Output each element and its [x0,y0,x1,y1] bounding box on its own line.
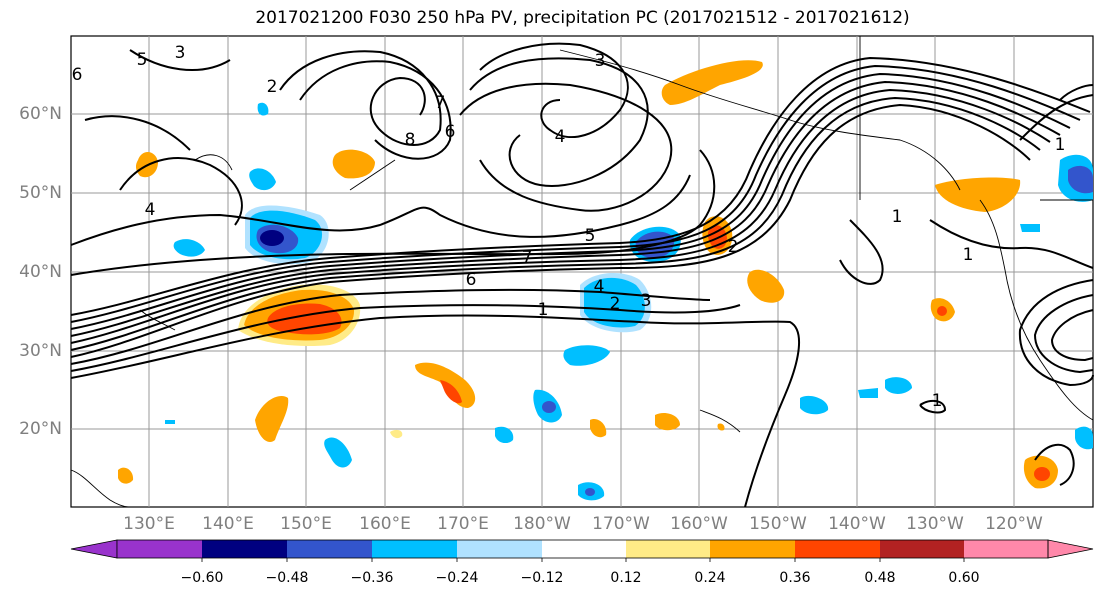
contour-label: 4 [594,277,605,297]
contour-label: 2 [610,294,621,314]
coastlines [70,36,1094,508]
contour-label: 1 [963,245,974,265]
pv-contours [70,42,1094,508]
lon-label: 160°W [670,514,728,534]
lon-label: 170°W [592,514,650,534]
contour-label: 7 [522,248,533,268]
contour-label: 7 [435,93,446,113]
contour-label: 2 [728,237,739,257]
lon-label: 140°W [828,514,886,534]
lat-label: 60°N [19,104,62,124]
lon-label: 150°E [280,514,332,534]
colorbar-tick-label: 0.24 [694,570,726,586]
lon-label: 160°E [359,514,411,534]
contour-label: 4 [145,200,156,220]
colorbar-tick-label: −0.60 [180,570,224,586]
lat-label: 30°N [19,341,62,361]
lat-label: 40°N [19,262,62,282]
contour-label: 3 [641,291,652,311]
colorbar-tick-label: 0.48 [864,570,896,586]
lon-label: 150°W [749,514,807,534]
colorbar-tick-label: 0.12 [610,570,642,586]
colorbar-tick-label: −0.24 [435,570,479,586]
colorbar-tick-label: −0.36 [350,570,394,586]
lon-label: 120°W [985,514,1043,534]
contour-label: 1 [932,391,943,411]
lon-label: 130°W [906,514,964,534]
contour-label: 8 [405,130,416,150]
contour-label: 1 [892,207,903,227]
colorbar-tick-label: −0.12 [520,570,564,586]
lon-label: 180°W [513,514,571,534]
contour-label: 1 [1055,135,1066,155]
lat-label: 50°N [19,183,62,203]
contour-label-group: 7 6 1 2 3 4 5 6 7 8 2 3 4 1 1 1 6 5 4 3 … [72,43,1066,411]
contour-label: 3 [175,43,186,63]
contour-label: 6 [72,65,83,85]
gridlines [71,36,1093,507]
precipitation-shading [118,60,1093,501]
lon-label: 140°E [202,514,254,534]
contour-label: 1 [538,300,549,320]
lon-label: 130°E [123,514,175,534]
contour-label: 6 [466,270,477,290]
colorbar [70,539,1094,562]
contour-label: 5 [585,226,596,246]
lon-label: 170°E [437,514,489,534]
colorbar-tick-label: 0.36 [779,570,811,586]
contour-label: 6 [445,122,456,142]
contour-label: 2 [267,77,278,97]
contour-label: 3 [595,51,606,71]
contour-label: 5 [137,50,148,70]
colorbar-tick-label: 0.60 [948,570,980,586]
colorbar-tick-label: −0.48 [265,570,309,586]
map-title: 2017021200 F030 250 hPa PV, precipitatio… [255,8,910,28]
contour-label: 4 [555,127,566,147]
lat-label: 20°N [19,419,62,439]
